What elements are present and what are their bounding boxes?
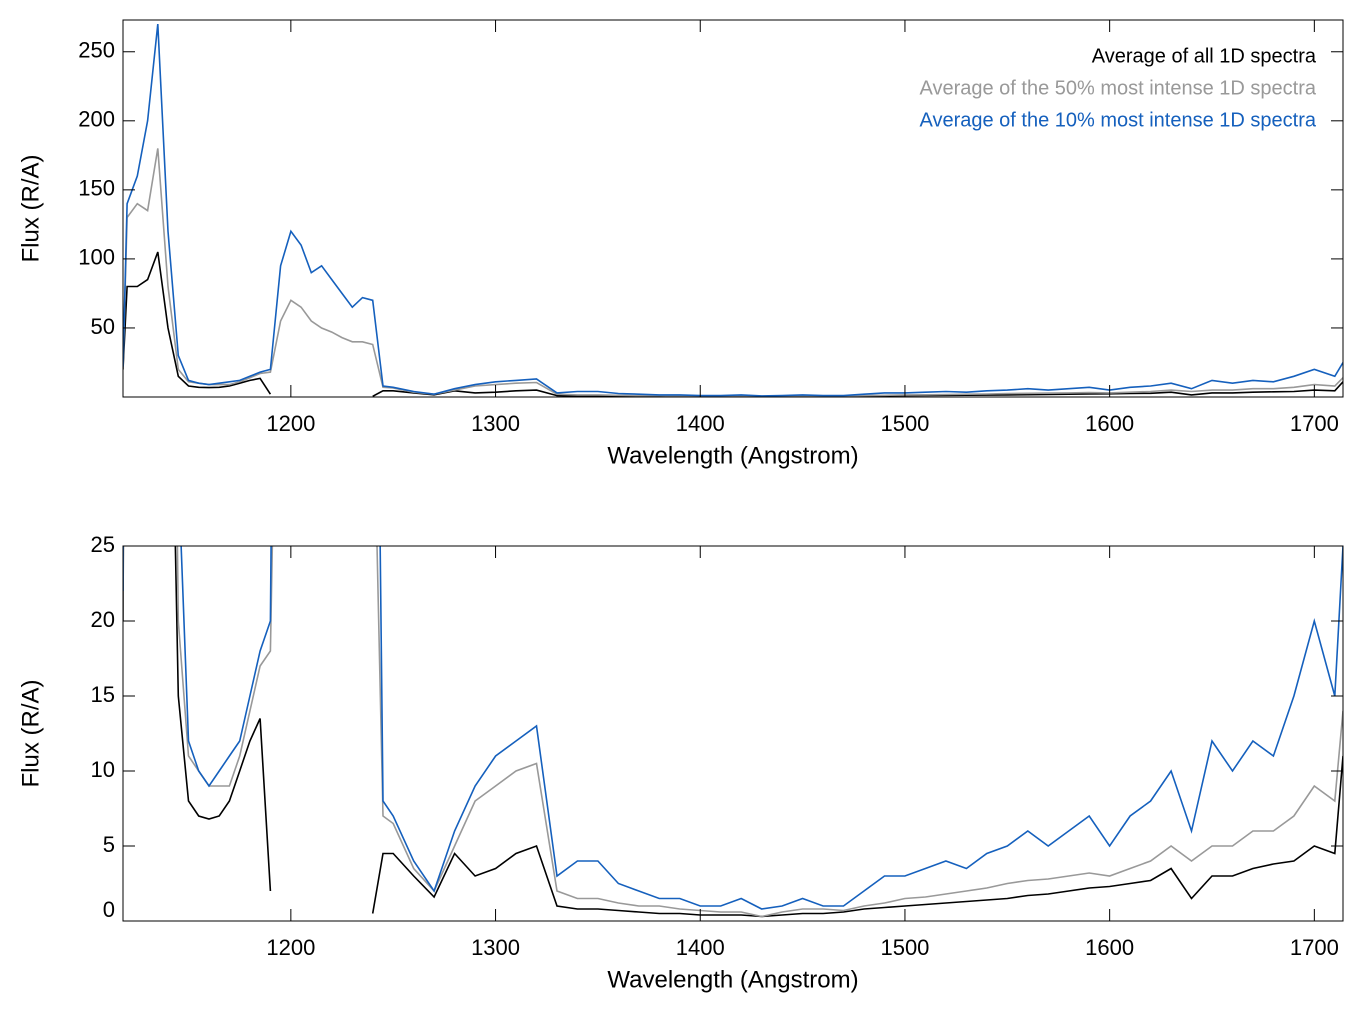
spectrum-line — [123, 251, 1343, 397]
x-tick-label: 1300 — [471, 411, 520, 436]
legend-entry: Average of the 50% most intense 1D spect… — [919, 77, 1316, 99]
x-tick-label: 1600 — [1085, 935, 1134, 960]
y-tick-label: 250 — [78, 38, 115, 63]
x-tick-label: 1500 — [880, 935, 929, 960]
plot-frame — [122, 19, 1344, 398]
x-axis-title: Wavelength (Angstrom) — [607, 442, 858, 469]
x-tick-label: 1600 — [1085, 411, 1134, 436]
x-tick-label: 1700 — [1290, 935, 1339, 960]
legend-entry: Average of the 10% most intense 1D spect… — [919, 109, 1316, 131]
y-tick-label: 150 — [78, 176, 115, 201]
spectrum-line — [123, 546, 1343, 918]
y-tick-label: 10 — [91, 757, 115, 782]
y-tick-label: 25 — [91, 532, 115, 557]
x-tick-label: 1200 — [266, 935, 315, 960]
y-tick-label: 200 — [78, 107, 115, 132]
x-tick-label: 1400 — [676, 411, 725, 436]
plot-frame — [122, 545, 1344, 922]
x-tick-label: 1300 — [471, 935, 520, 960]
y-axis-title: Flux (R/A) — [17, 155, 44, 263]
y-tick-label: 5 — [103, 832, 115, 857]
x-tick-label: 1700 — [1290, 411, 1339, 436]
x-tick-label: 1400 — [676, 935, 725, 960]
spectrum-line — [123, 24, 1343, 397]
spectrum-line — [123, 546, 1343, 910]
y-tick-label: 100 — [78, 245, 115, 270]
panel: 1200 1300 1400 1500 1600 1700 50 100 150 200 250 Wa… — [17, 19, 1344, 469]
y-axis-title: Flux (R/A) — [17, 680, 44, 788]
x-axis-title: Wavelength (Angstrom) — [607, 966, 858, 993]
spectrum-line — [123, 148, 1343, 397]
y-tick-label: 15 — [91, 682, 115, 707]
y-tick-label: 20 — [91, 607, 115, 632]
x-tick-label: 1500 — [880, 411, 929, 436]
spectrum-line — [123, 546, 1343, 918]
x-tick-label: 1200 — [266, 411, 315, 436]
panel: 1200 1300 1400 1500 1600 1700 0 5 10 15 20 25 Wavele… — [17, 532, 1344, 993]
legend-entry: Average of all 1D spectra — [1092, 45, 1317, 67]
y-tick-label: 50 — [91, 314, 115, 339]
y-tick-label: 0 — [103, 897, 115, 922]
